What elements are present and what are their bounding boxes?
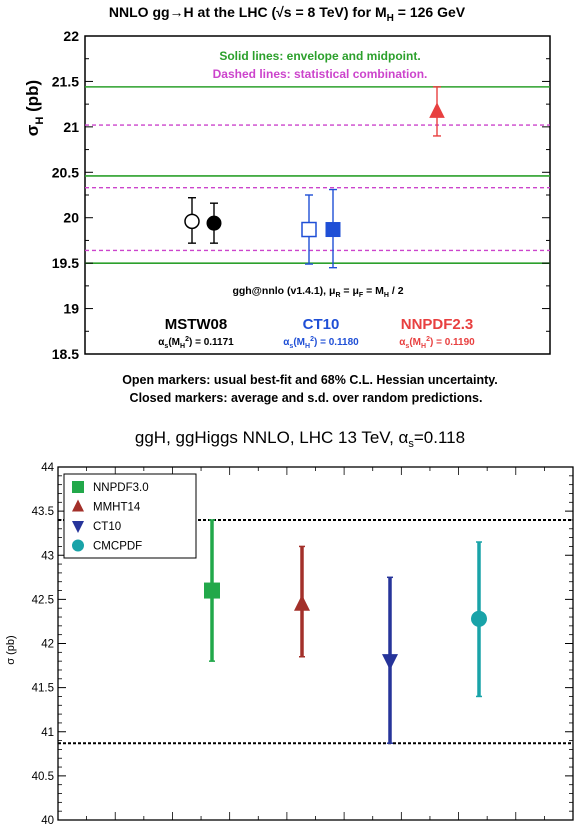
bottom-data-points bbox=[204, 519, 487, 744]
ct10-marker bbox=[382, 654, 398, 671]
legend-mmht14-symbol bbox=[72, 499, 84, 512]
top-chart-title: NNLO gg→H at the LHC (√s = 8 TeV) for MH… bbox=[109, 4, 466, 24]
nnpdf3-0-marker bbox=[204, 582, 220, 599]
bottom-legend: NNPDF3.0 MMHT14 CT10 CMCPDF bbox=[72, 481, 149, 553]
group-label-ct10: CT10 bbox=[303, 316, 340, 333]
ct10-filled-square-marker bbox=[325, 222, 341, 238]
top-y-ticks: 18.5 19 19.5 20 20.5 21 21.5 22 bbox=[52, 28, 550, 362]
bottom-y-ticks: 40 40.5 41 41.5 42 42.5 43 43.5 44 bbox=[32, 462, 573, 827]
bottom-y-tick-label: 43 bbox=[41, 550, 54, 562]
program-note: ggh@nnlo (v1.4.1), μR = μF = MH / 2 bbox=[232, 285, 403, 299]
mstw08-open-circle-marker bbox=[184, 213, 200, 230]
bottom-y-tick-label: 42 bbox=[41, 639, 54, 651]
top-plot-frame bbox=[84, 35, 551, 355]
top-reference-lines bbox=[85, 86, 550, 264]
bottom-x-ticks bbox=[86, 467, 545, 820]
legend-cmcpdf-symbol bbox=[72, 539, 84, 552]
legend-ct10-label: CT10 bbox=[93, 521, 121, 533]
caption-line-1: Open markers: usual best-fit and 68% C.L… bbox=[122, 373, 498, 387]
legend-mmht14-label: MMHT14 bbox=[93, 502, 141, 514]
bottom-chart-title: ggH, ggHiggs NNLO, LHC 13 TeV, αs=0.118 bbox=[135, 428, 465, 450]
legend-dashed-lines: Dashed lines: statistical combination. bbox=[213, 67, 428, 81]
bottom-y-tick-label: 40.5 bbox=[32, 771, 54, 783]
ct10-open-square-marker bbox=[301, 221, 317, 238]
bottom-y-tick-label: 41 bbox=[41, 727, 54, 739]
caption-line-2: Closed markers: average and s.d. over ra… bbox=[130, 391, 483, 405]
group-alphas-nnpdf23: αs(MH2) = 0.1190 bbox=[399, 336, 475, 350]
cmcpdf-marker bbox=[471, 610, 487, 627]
legend-nnpdf3-0-label: NNPDF3.0 bbox=[93, 482, 149, 494]
top-y-tick-label: 20 bbox=[63, 210, 79, 226]
bottom-legend-box bbox=[63, 473, 197, 559]
bottom-y-tick-label: 42.5 bbox=[32, 594, 54, 606]
top-chart: NNLO gg→H at the LHC (√s = 8 TeV) for MH… bbox=[23, 4, 551, 405]
bottom-y-tick-label: 44 bbox=[41, 462, 54, 474]
mstw08-filled-circle-marker bbox=[206, 215, 222, 231]
legend-cmcpdf-label: CMCPDF bbox=[93, 541, 142, 553]
group-alphas-ct10: αs(MH2) = 0.1180 bbox=[283, 336, 359, 350]
top-y-tick-label: 21 bbox=[63, 119, 79, 135]
top-y-tick-label: 22 bbox=[63, 28, 79, 44]
mmht14-marker bbox=[294, 594, 310, 611]
legend-ct10-symbol bbox=[72, 521, 84, 533]
legend-solid-lines: Solid lines: envelope and midpoint. bbox=[219, 49, 420, 63]
legend-nnpdf3-0-symbol bbox=[72, 481, 84, 493]
bottom-y-tick-label: 41.5 bbox=[32, 683, 54, 695]
top-y-tick-label: 18.5 bbox=[52, 346, 79, 362]
bottom-chart: ggH, ggHiggs NNLO, LHC 13 TeV, αs=0.118 … bbox=[5, 428, 574, 827]
top-data-points bbox=[184, 86, 445, 269]
top-y-tick-label: 20.5 bbox=[52, 164, 79, 180]
group-label-mstw08: MSTW08 bbox=[165, 316, 228, 333]
bottom-y-axis-label: σ (pb) bbox=[5, 635, 17, 664]
top-y-tick-label: 19.5 bbox=[52, 255, 79, 271]
bottom-y-tick-label: 40 bbox=[41, 815, 54, 827]
group-label-nnpdf23: NNPDF2.3 bbox=[401, 316, 474, 333]
bottom-y-tick-label: 43.5 bbox=[32, 506, 54, 518]
top-y-tick-label: 19 bbox=[63, 301, 79, 317]
nnpdf2-3-filled-triangle-marker bbox=[429, 102, 445, 118]
top-y-axis-label: σH (pb) bbox=[23, 80, 46, 136]
top-y-tick-label: 21.5 bbox=[52, 73, 79, 89]
group-alphas-mstw08: αs(MH2) = 0.1171 bbox=[158, 336, 234, 350]
